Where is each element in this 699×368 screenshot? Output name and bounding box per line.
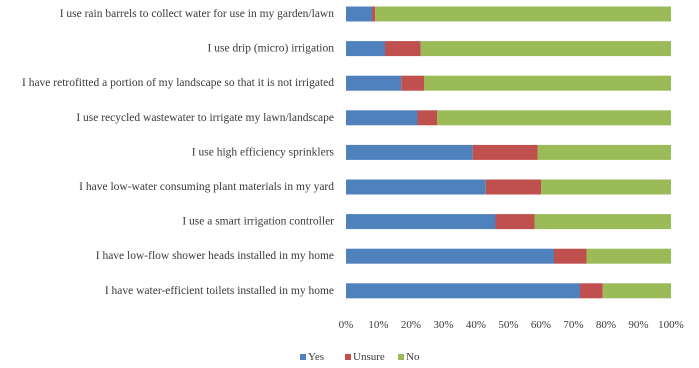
x-tick-label-1: 10% <box>368 319 388 331</box>
legend-label-yes: Yes <box>308 351 324 363</box>
bar-unsure-7 <box>554 248 587 264</box>
bars-group <box>346 6 671 299</box>
bar-unsure-3 <box>417 110 437 126</box>
x-tick-label-7: 70% <box>563 319 583 331</box>
bar-no-5 <box>541 179 671 195</box>
x-tick-label-4: 40% <box>466 319 486 331</box>
category-label-5: I have low-water consuming plant materia… <box>79 181 334 193</box>
category-label-6: I use a smart irrigation controller <box>182 215 334 227</box>
bar-unsure-5 <box>485 179 541 195</box>
bar-unsure-8 <box>580 283 603 299</box>
legend: Yes Unsure No <box>300 351 420 363</box>
category-label-1: I use drip (micro) irrigation <box>208 42 335 54</box>
bar-yes-0 <box>346 6 372 22</box>
x-tick-label-2: 20% <box>401 319 421 331</box>
bar-yes-8 <box>346 283 580 299</box>
category-label-7: I have low-flow shower heads installed i… <box>96 250 334 262</box>
bar-no-1 <box>420 41 671 57</box>
bar-yes-1 <box>346 41 385 57</box>
bar-yes-4 <box>346 144 473 160</box>
category-labels: I use rain barrels to collect water for … <box>22 8 335 297</box>
bar-yes-7 <box>346 248 554 264</box>
x-tick-label-0: 0% <box>339 319 354 331</box>
bar-yes-6 <box>346 214 496 230</box>
x-tick-label-10: 100% <box>658 319 684 331</box>
category-label-0: I use rain barrels to collect water for … <box>60 8 335 20</box>
bar-no-8 <box>602 283 671 299</box>
category-label-3: I use recycled wastewater to irrigate my… <box>76 111 334 123</box>
x-tick-label-6: 60% <box>531 319 551 331</box>
category-label-4: I use high efficiency sprinklers <box>192 146 335 158</box>
bar-unsure-0 <box>372 6 376 22</box>
legend-swatch-unsure <box>345 354 351 360</box>
x-tick-label-5: 50% <box>498 319 518 331</box>
bar-no-0 <box>375 6 671 22</box>
bar-yes-3 <box>346 110 418 126</box>
bar-unsure-4 <box>472 144 538 160</box>
category-label-2: I have retrofitted a portion of my lands… <box>22 77 334 89</box>
x-tick-labels: 0% 10% 20% 30% 40% 50% 60% 70% 80% 90% 100% <box>339 319 684 331</box>
bar-yes-2 <box>346 75 402 91</box>
x-tick-label-8: 80% <box>596 319 616 331</box>
bar-no-7 <box>586 248 671 264</box>
bar-no-2 <box>424 75 671 91</box>
x-tick-label-3: 30% <box>433 319 453 331</box>
bar-no-4 <box>537 144 671 160</box>
bar-no-6 <box>534 214 671 230</box>
bar-unsure-6 <box>495 214 535 230</box>
bar-unsure-2 <box>401 75 424 91</box>
legend-label-no: No <box>406 351 420 363</box>
bar-yes-5 <box>346 179 486 195</box>
legend-label-unsure: Unsure <box>353 351 385 363</box>
category-label-8: I have water-efficient toilets installed… <box>105 284 334 296</box>
bar-unsure-1 <box>385 41 421 57</box>
legend-swatch-no <box>398 354 404 360</box>
bar-no-3 <box>437 110 671 126</box>
legend-swatch-yes <box>300 354 306 360</box>
x-tick-label-9: 90% <box>628 319 648 331</box>
